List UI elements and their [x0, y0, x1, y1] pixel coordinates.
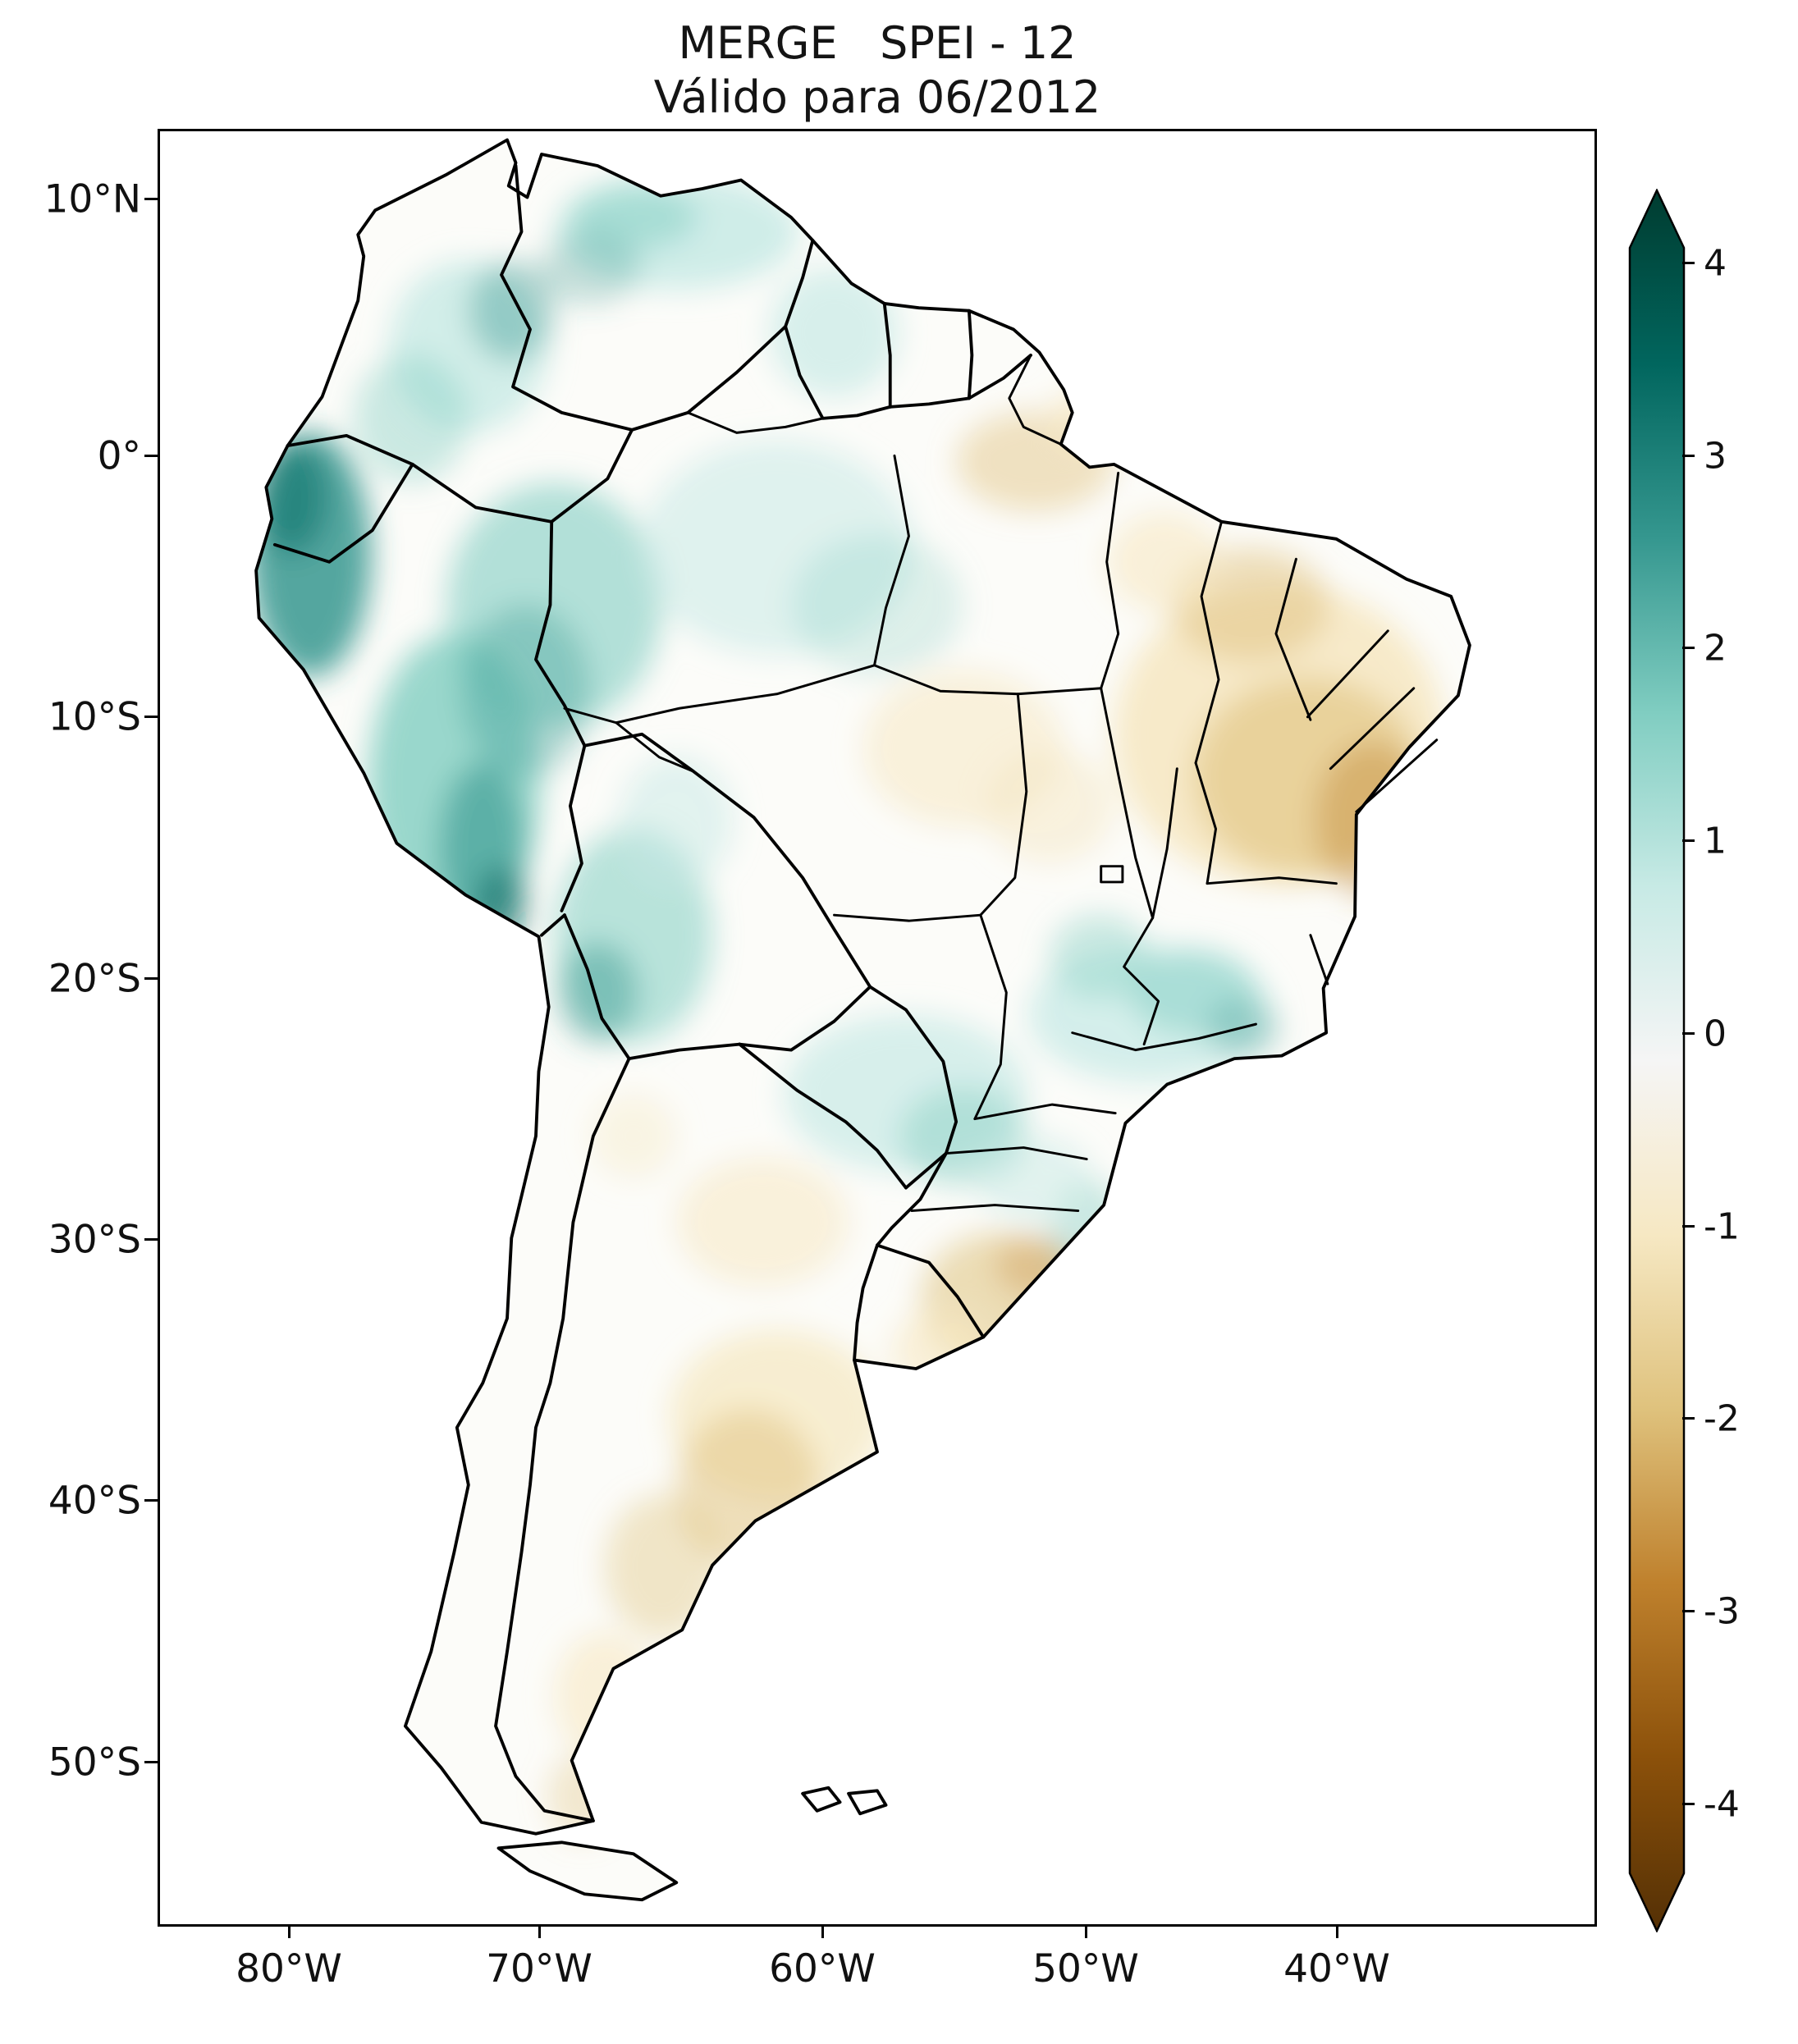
ytick-40s: 40°S: [48, 1478, 141, 1524]
tick-mark: [821, 1925, 824, 1938]
ytick-10n: 10°N: [43, 176, 141, 222]
tick-mark: [288, 1925, 291, 1938]
falkland-island-east: [847, 1789, 888, 1816]
tick-mark: [538, 1925, 541, 1938]
xtick-70w: 70°W: [486, 1946, 592, 1991]
falkland-island-west: [801, 1786, 842, 1813]
cbar-tick-2: 2: [1704, 627, 1727, 670]
figure-subtitle: Válido para 06/2012: [653, 71, 1101, 123]
cbar-tick-4: 4: [1704, 242, 1727, 285]
tick-mark: [1682, 1032, 1695, 1035]
tick-mark: [144, 1499, 158, 1502]
colorbar: [1628, 188, 1686, 1933]
tick-mark: [1682, 262, 1695, 264]
tick-mark: [144, 455, 158, 457]
figure-title: MERGE SPEI - 12: [678, 17, 1077, 69]
south-america-spei-map: [254, 138, 1471, 1902]
xtick-60w: 60°W: [769, 1946, 876, 1991]
cbar-tick-m3: -3: [1704, 1590, 1740, 1633]
country-borders: [272, 164, 1032, 1822]
tick-mark: [1682, 839, 1695, 842]
tick-mark: [1682, 1610, 1695, 1612]
cbar-tick-m1: -1: [1704, 1205, 1740, 1248]
cbar-tick-0: 0: [1704, 1013, 1727, 1055]
ytick-20s: 20°S: [48, 956, 141, 1002]
tick-mark: [1682, 647, 1695, 649]
ytick-0: 0°: [97, 433, 141, 479]
tick-mark: [1682, 455, 1695, 457]
xtick-40w: 40°W: [1283, 1946, 1390, 1991]
ytick-30s: 30°S: [48, 1217, 141, 1263]
tierra-del-fuego: [496, 1841, 679, 1902]
cbar-tick-3: 3: [1704, 435, 1727, 478]
cbar-tick-m4: -4: [1704, 1783, 1740, 1826]
colorbar-gradient: [1628, 188, 1686, 1933]
inpe-logo-orbit-icon: [1585, 2024, 1798, 2044]
ytick-50s: 50°S: [48, 1740, 141, 1786]
tick-mark: [144, 716, 158, 718]
ytick-10s: 10°S: [48, 694, 141, 740]
tick-mark: [1336, 1925, 1338, 1938]
tick-mark: [144, 1761, 158, 1763]
coastline: [254, 138, 1471, 1902]
tick-mark: [144, 977, 158, 980]
tick-mark: [1682, 1417, 1695, 1420]
cbar-tick-m2: -2: [1704, 1397, 1740, 1440]
tick-mark: [144, 1238, 158, 1241]
brasilia-df-outline: [1100, 865, 1124, 884]
brazil-state-borders: [563, 354, 1439, 1213]
tick-mark: [1682, 1803, 1695, 1805]
tick-mark: [1085, 1925, 1087, 1938]
map-frame: INPE: [158, 129, 1597, 1927]
tick-mark: [1682, 1225, 1695, 1228]
xtick-80w: 80°W: [236, 1946, 342, 1991]
tick-mark: [144, 198, 158, 200]
xtick-50w: 50°W: [1032, 1946, 1139, 1991]
cbar-tick-1: 1: [1704, 820, 1727, 862]
